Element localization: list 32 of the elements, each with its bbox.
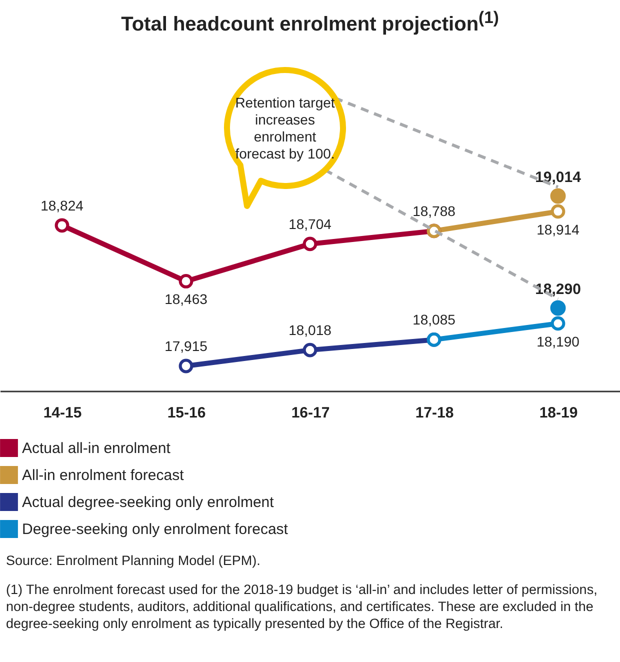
data-label: 18,085 (412, 312, 456, 328)
chart-title: Total headcount enrolment projection$^{(1)}$ (120, 7, 500, 36)
x-tick-label: 15-16 (167, 404, 206, 422)
point (550, 188, 566, 204)
legend-label: Actual all-in enrolment (22, 440, 172, 457)
text: (1) The enrolment forecast used for the 2018-19 budget is ‘all-in’ and includes letter of permissions, non-degree students, auditors, additional qualifications, and certificates. These are excluded in the degree-seeking only enrolment as typically presented by the Office of the Registrar. (6, 581, 598, 632)
point (550, 300, 566, 316)
point (302, 342, 318, 358)
x-tick-label: 16-17 (291, 404, 330, 422)
data-label: 19,014 (535, 169, 582, 186)
data-label: 18,018 (288, 322, 332, 338)
data-label: 18,190 (536, 333, 580, 350)
x-tick-label: 17-18 (415, 404, 454, 422)
data-label: 17,915 (164, 338, 208, 354)
point (550, 204, 566, 219)
source-note: Source: Enrolment Planning Model (EPM). (6, 552, 262, 569)
data-label: 18,704 (288, 216, 332, 232)
point (550, 316, 566, 331)
x-tick-label: 18-19 (539, 404, 578, 422)
point (178, 274, 194, 288)
data-label: 18,824 (40, 197, 84, 214)
legend-label: Actual degree-seeking only enrolment (22, 494, 275, 511)
data-label: 18,463 (164, 291, 208, 308)
text: Retention target increases enrolment forecast by 100. (235, 94, 335, 162)
legend-label: All-in enrolment forecast (22, 467, 185, 484)
data-label: 18,788 (412, 202, 456, 219)
x-tick-label: 14-15 (43, 404, 82, 422)
point (54, 218, 70, 233)
legend-label: Degree-seeking only enrolment forecast (22, 521, 289, 538)
point (302, 236, 318, 252)
data-label: 18,914 (536, 221, 580, 238)
point (178, 358, 194, 374)
